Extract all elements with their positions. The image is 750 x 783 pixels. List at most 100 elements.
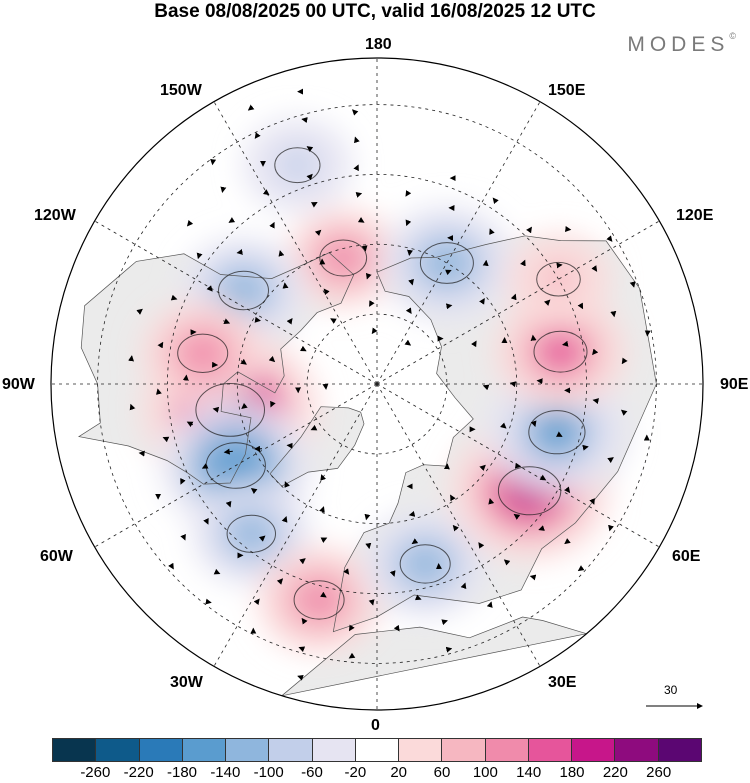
wind-arrow xyxy=(314,229,322,237)
meridian-line xyxy=(213,101,378,385)
colorbar-tick-label: -100 xyxy=(253,764,284,781)
wind-arrow xyxy=(180,478,186,485)
west-siberia-low-contour xyxy=(528,410,586,455)
wind-arrow xyxy=(206,285,213,292)
east-siberia-low-contour xyxy=(419,242,474,284)
wind-arrow xyxy=(591,265,598,272)
wind-arrow xyxy=(196,252,203,260)
wind-vectors xyxy=(128,88,651,681)
wind-arrow xyxy=(348,652,356,659)
west-siberia-low-shade xyxy=(531,410,582,454)
meridian-line xyxy=(213,383,378,667)
wind-arrow xyxy=(223,448,233,455)
wind-arrow xyxy=(186,421,194,428)
wind-arrow xyxy=(607,457,614,464)
map-disc xyxy=(51,58,703,710)
meridian-line xyxy=(376,220,660,385)
iberia-high-contour xyxy=(293,580,345,620)
lon-label-150e: 150E xyxy=(548,82,586,99)
wind-arrow xyxy=(306,173,313,181)
wind-arrow xyxy=(258,535,266,542)
wind-arrow xyxy=(250,487,258,495)
colorbar-segment xyxy=(225,739,269,761)
pacific-low-shade xyxy=(278,148,317,182)
wind-arrow xyxy=(298,646,306,653)
wind-arrow xyxy=(186,219,194,227)
wind-arrow xyxy=(170,294,178,301)
wind-arrow xyxy=(156,388,162,395)
wind-arrow xyxy=(470,340,477,348)
wind-arrow xyxy=(589,498,595,505)
wind-arrow xyxy=(441,619,448,626)
wind-arrow xyxy=(509,381,517,388)
wind-arrow xyxy=(452,524,459,532)
wind-arrow xyxy=(479,298,485,305)
wind-arrow xyxy=(544,299,551,306)
wind-arrow xyxy=(282,282,289,289)
coastline xyxy=(269,406,365,487)
lon-label-30e: 30E xyxy=(548,674,577,691)
wind-arrow xyxy=(212,406,220,413)
lon-label-120w: 120W xyxy=(34,207,76,224)
wind-arrow xyxy=(361,245,368,252)
wind-arrow xyxy=(310,424,318,431)
wind-arrow xyxy=(526,226,532,234)
colorbar xyxy=(52,738,702,762)
coastline xyxy=(281,616,587,697)
wind-arrow xyxy=(479,464,486,472)
wind-arrow xyxy=(286,317,293,325)
colorbar-segment xyxy=(138,739,182,761)
meridian-line xyxy=(94,383,378,548)
colorbar-segment xyxy=(527,739,572,761)
wind-arrow xyxy=(323,288,330,296)
wind-arrow xyxy=(621,357,628,365)
latitude-circle xyxy=(236,243,518,525)
wind-arrow xyxy=(269,221,275,229)
wind-arrow xyxy=(445,303,453,310)
wind-arrow xyxy=(577,302,584,310)
wind-arrow xyxy=(228,217,236,223)
wind-arrow xyxy=(157,341,164,349)
wind-arrow xyxy=(348,624,355,632)
wind-arrow xyxy=(577,565,585,572)
wind-arrow xyxy=(489,228,495,235)
wind-arrow xyxy=(129,403,136,411)
wind-arrow xyxy=(520,259,526,267)
colorbar-segment xyxy=(484,739,528,761)
latitude-circle xyxy=(306,313,448,455)
wind-scale-label: 30 xyxy=(664,683,678,697)
wind-arrow xyxy=(180,533,186,541)
wind-arrow xyxy=(168,562,174,570)
wind-arrow xyxy=(320,474,327,481)
wind-arrow xyxy=(281,516,288,523)
wind-arrow xyxy=(460,582,467,590)
wind-arrow xyxy=(213,568,221,575)
scandinavia-low-shade xyxy=(403,545,447,583)
latitude-circle xyxy=(97,104,657,664)
wind-arrow xyxy=(247,104,255,111)
wind-arrow xyxy=(620,409,628,416)
wind-arrow xyxy=(592,348,599,356)
colorbar-tick-label: 100 xyxy=(472,764,498,781)
wind-arrow xyxy=(408,278,414,286)
hudson-high-contour xyxy=(177,333,229,373)
lon-label-150w: 150W xyxy=(160,82,202,99)
lon-label-60w: 60W xyxy=(40,548,73,565)
wind-arrow xyxy=(254,132,261,139)
wind-arrow xyxy=(478,542,485,549)
colorbar-segment xyxy=(614,739,658,761)
wind-arrow xyxy=(389,570,396,577)
wind-arrow xyxy=(492,197,499,205)
wind-arrow xyxy=(538,525,545,531)
logo-text: MODES xyxy=(627,33,730,56)
lon-label-60e: 60E xyxy=(672,548,701,565)
wind-arrow xyxy=(371,327,378,335)
colorbar-tick-label: -260 xyxy=(80,764,111,781)
wind-arrow xyxy=(254,316,261,323)
central-siberia-high-contour xyxy=(533,330,588,373)
colorbar-tick-label: -140 xyxy=(210,764,241,781)
colorbar-segment xyxy=(95,739,139,761)
wind-arrow xyxy=(182,374,189,381)
wind-arrow xyxy=(407,249,413,256)
scandinavia-low-contour xyxy=(399,544,451,584)
